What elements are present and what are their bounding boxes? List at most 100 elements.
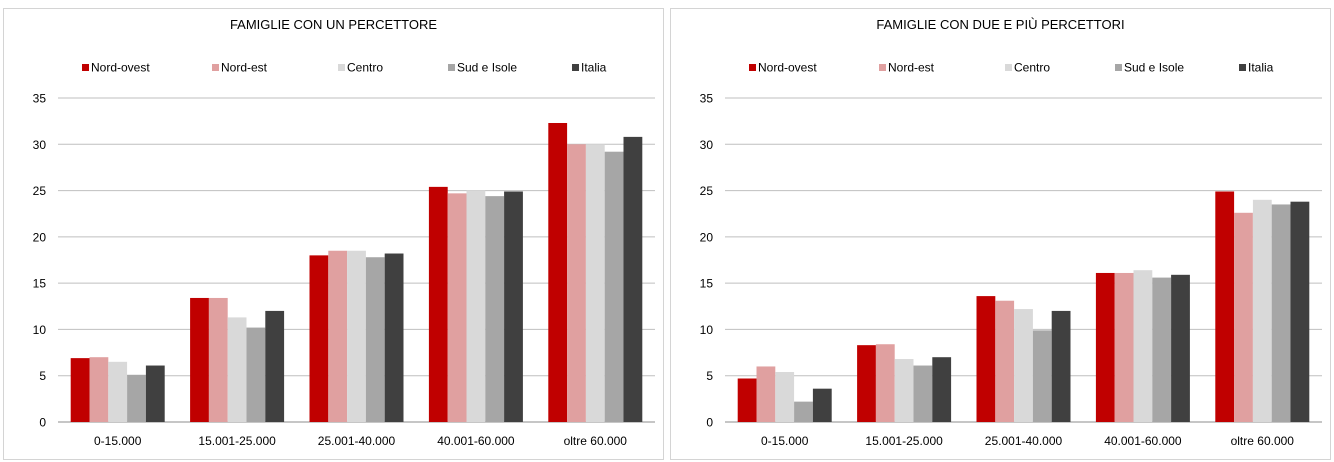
bar (756, 366, 776, 422)
legend-label: Centro (347, 61, 383, 75)
chart-title: FAMIGLIE CON DUE E PIÙ PERCETTORI (876, 17, 1124, 32)
bar (1032, 330, 1052, 422)
bar (227, 317, 247, 422)
bar (585, 144, 605, 423)
bar (328, 250, 348, 422)
bar (89, 357, 109, 422)
legend-swatch (572, 64, 579, 71)
bar (70, 358, 90, 422)
chart-frame (3, 8, 664, 460)
legend-swatch (1005, 64, 1012, 71)
y-tick-label: 30 (700, 138, 714, 152)
bar (1271, 204, 1291, 422)
bar (1252, 199, 1272, 422)
legend-swatch (1239, 64, 1246, 71)
bar-chart-one-earner: FAMIGLIE CON UN PERCETTORE Nord-ovest Nord… (33, 17, 655, 448)
legend-swatch (749, 64, 756, 71)
bar (812, 388, 832, 422)
y-tick-label: 20 (700, 230, 714, 244)
bar (246, 327, 266, 422)
bar (1290, 201, 1310, 422)
legend-swatch (212, 64, 219, 71)
bar (1114, 272, 1134, 422)
x-tick-label: 40.001-60.000 (1104, 434, 1182, 448)
bar (623, 136, 643, 422)
bar (447, 193, 467, 422)
legend-label: Nord-est (888, 61, 935, 75)
x-tick-label: 25.001-40.000 (985, 434, 1063, 448)
bar (145, 365, 165, 422)
y-tick-label: 10 (33, 323, 47, 337)
bar (466, 190, 486, 422)
bar (365, 257, 385, 422)
y-tick-label: 5 (39, 369, 46, 383)
legend-label: Nord-ovest (91, 61, 150, 75)
y-tick-label: 5 (706, 369, 713, 383)
legend-swatch (338, 64, 345, 71)
y-tick-label: 20 (33, 230, 47, 244)
legend-label: Nord-ovest (758, 61, 817, 75)
bar (995, 300, 1015, 422)
x-tick-label: oltre 60.000 (1231, 434, 1295, 448)
legend-swatch (879, 64, 886, 71)
bar (1215, 191, 1235, 422)
bar (208, 297, 228, 422)
legend-swatch (448, 64, 455, 71)
legend-label: Centro (1014, 61, 1050, 75)
bar (932, 357, 952, 422)
x-tick-label: 0-15.000 (761, 434, 809, 448)
bar (737, 378, 757, 422)
bar (1171, 274, 1190, 422)
bar (794, 401, 813, 422)
bar (894, 359, 914, 422)
bar (190, 297, 209, 422)
bar (1133, 270, 1153, 422)
bar (347, 250, 366, 422)
legend-label: Italia (1248, 61, 1274, 75)
x-tick-label: 15.001-25.000 (865, 434, 943, 448)
bar (127, 374, 146, 422)
bar (309, 255, 329, 422)
y-tick-label: 35 (33, 92, 47, 106)
y-tick-label: 25 (700, 184, 714, 198)
bar (857, 345, 876, 422)
bar (1014, 309, 1033, 422)
bar (1051, 310, 1071, 422)
legend-label: Sud e Isole (457, 61, 517, 75)
x-tick-label: oltre 60.000 (564, 434, 628, 448)
x-tick-label: 0-15.000 (94, 434, 142, 448)
bar (428, 186, 448, 422)
chart-frame (670, 8, 1331, 460)
bar (913, 365, 933, 422)
legend-label: Nord-est (221, 61, 268, 75)
x-tick-label: 25.001-40.000 (318, 434, 396, 448)
bar (567, 144, 586, 423)
x-tick-label: 40.001-60.000 (437, 434, 515, 448)
chart-panel-two-plus-earners: FAMIGLIE CON DUE E PIÙ PERCETTORI Nord-ov… (667, 0, 1334, 462)
bar (976, 296, 996, 422)
y-tick-label: 15 (33, 277, 47, 291)
bar (265, 310, 285, 422)
x-tick-label: 15.001-25.000 (198, 434, 276, 448)
bar (875, 344, 895, 422)
y-tick-label: 35 (700, 92, 714, 106)
y-tick-label: 25 (33, 184, 47, 198)
legend-swatch (1115, 64, 1122, 71)
y-tick-label: 0 (706, 416, 713, 430)
bar-chart-two-plus-earners: FAMIGLIE CON DUE E PIÙ PERCETTORI Nord-ov… (700, 17, 1322, 448)
chart-title: FAMIGLIE CON UN PERCETTORE (230, 17, 437, 32)
bar (1152, 277, 1172, 422)
legend-label: Italia (581, 61, 607, 75)
bar (384, 253, 404, 422)
y-tick-label: 15 (700, 277, 714, 291)
bar (1095, 272, 1115, 422)
bar (548, 122, 568, 422)
bar (1234, 212, 1253, 422)
bar (504, 191, 523, 422)
bar (775, 372, 795, 422)
legend-label: Sud e Isole (1124, 61, 1184, 75)
bar (485, 196, 505, 422)
y-tick-label: 0 (39, 416, 46, 430)
y-tick-label: 10 (700, 323, 714, 337)
chart-panel-one-earner: FAMIGLIE CON UN PERCETTORE Nord-ovest Nord… (3, 8, 664, 460)
